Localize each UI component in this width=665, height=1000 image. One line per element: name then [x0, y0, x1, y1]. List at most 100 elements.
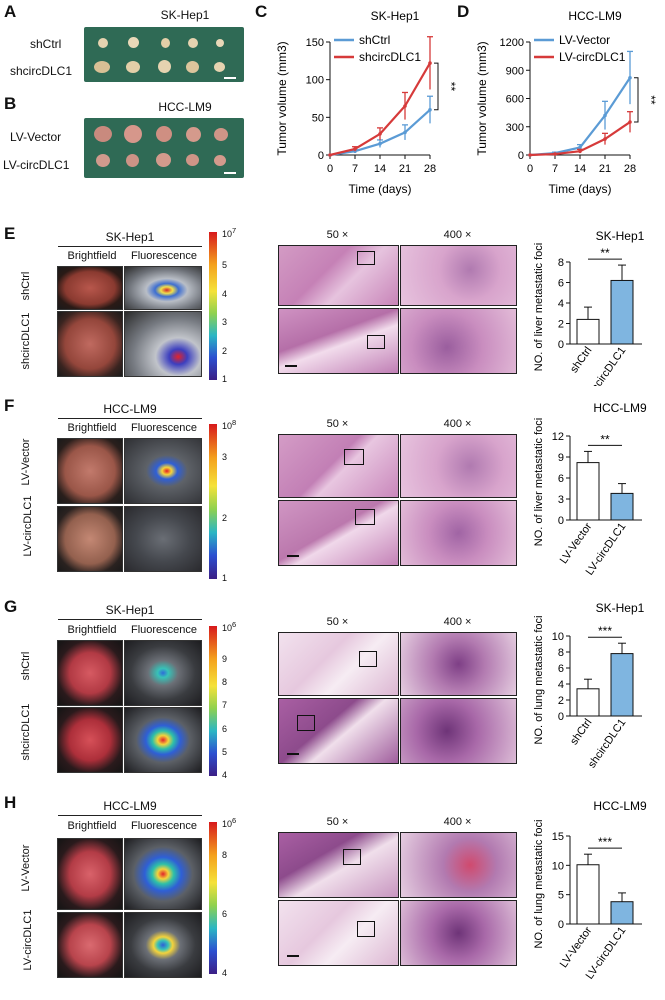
- tumor-tray: [84, 27, 244, 82]
- bar-chart-e: SK-Hep1 0 2 4 6 8 NO. of liver metastatic foci…: [533, 229, 645, 386]
- colorbar-tick-label: 5: [222, 746, 228, 757]
- panel-b-title: HCC-LM9: [158, 100, 212, 114]
- legend-label: shcircDLC1: [359, 50, 421, 64]
- panel-h-letter: H: [4, 793, 17, 812]
- chart-title: HCC-LM9: [568, 9, 622, 23]
- liver-brightfield-image: [57, 438, 123, 504]
- colorbar: [209, 626, 217, 776]
- colorbar: [209, 424, 217, 579]
- chart-title: SK-Hep1: [596, 601, 645, 615]
- y-tick-label: 10: [552, 631, 564, 643]
- y-tick-label: 0: [558, 515, 564, 527]
- x-tick-label: shCtrl: [568, 345, 594, 375]
- x-tick-label: 0: [327, 163, 333, 175]
- y-tick-label: 0: [558, 711, 564, 723]
- he-stain-image: [278, 308, 399, 374]
- data-point: [428, 61, 432, 65]
- data-point: [603, 137, 607, 141]
- lung-fluorescence-image: [124, 640, 202, 706]
- y-tick-label: 4: [558, 679, 564, 691]
- data-point: [378, 141, 382, 146]
- liver-fluorescence-image: [124, 506, 202, 572]
- colorbar-top-label: 106: [222, 620, 237, 633]
- liver-brightfield-image: [57, 506, 123, 572]
- he-stain-image: [400, 632, 517, 696]
- x-tick-label: 21: [599, 163, 611, 175]
- panel-h-cell-title: HCC-LM9: [103, 799, 157, 813]
- panel-c-letter: C: [255, 2, 268, 21]
- lung-brightfield-image: [57, 912, 123, 978]
- colorbar-tick-label: 1: [222, 573, 228, 583]
- y-tick-label: 5: [558, 890, 564, 902]
- he-stain-image: [278, 245, 399, 306]
- x-tick-label: 7: [552, 163, 558, 175]
- panel-b-letter: B: [4, 94, 17, 113]
- chart-c: SK-Hep1 0 50 100 150 0 7 14 21 28 Time (days) Tumor…: [275, 9, 458, 196]
- x-tick-label: 7: [352, 163, 358, 175]
- he-stain-image: [400, 900, 517, 966]
- significance-label: **: [600, 246, 610, 260]
- bar-chart-f: HCC-LM9 0 3 6 9 12 NO. of liver metastatic foc…: [533, 401, 647, 578]
- row-label: shcircDLC1: [20, 703, 32, 761]
- colorbar-tick-label: 3: [222, 317, 228, 327]
- colorbar-tick-label: 5: [222, 260, 228, 270]
- row-label: shcircDLC1: [20, 312, 32, 370]
- colorbar-tick-label: 9: [222, 654, 228, 664]
- data-point: [553, 152, 557, 156]
- fluorescence-label: Fluorescence: [130, 820, 198, 832]
- y-tick-label: 3: [558, 494, 564, 506]
- chart-d: HCC-LM9 0 300 600 900 1200 0 7 14 21 28 Time (days)…: [475, 9, 658, 196]
- data-point: [378, 132, 382, 136]
- y-tick-label: 4: [558, 298, 564, 310]
- colorbar-top-label: 106: [222, 816, 237, 829]
- legend-label: LV-circDLC1: [559, 50, 626, 64]
- y-tick-label: 2: [558, 695, 564, 707]
- brightfield-label: Brightfield: [67, 820, 117, 832]
- x-tick-label: LV-Vector: [558, 521, 595, 567]
- x-tick-label: 14: [374, 163, 386, 175]
- he-stain-image: [278, 900, 399, 966]
- magnification-label: 50 ×: [326, 816, 349, 828]
- x-tick-label: 21: [399, 163, 411, 175]
- panel-b-row-label: LV-Vector: [10, 130, 62, 144]
- colorbar-tick-label: 1: [222, 374, 228, 384]
- colorbar-tick-label: 4: [222, 968, 228, 978]
- bar: [610, 653, 634, 717]
- y-axis-label: NO. of liver metastatic foci: [533, 243, 545, 371]
- series-line: [529, 77, 631, 157]
- x-tick-label: 0: [527, 163, 533, 175]
- x-axis-label: Time (days): [349, 182, 412, 196]
- chart-title: HCC-LM9: [593, 799, 647, 813]
- x-tick-label: LV-Vector: [558, 925, 595, 971]
- x-tick-label: 28: [624, 163, 636, 175]
- colorbar-top-label: 107: [222, 226, 237, 239]
- colorbar-tick-label: 2: [222, 345, 228, 356]
- y-tick-label: 0: [558, 919, 564, 931]
- magnification-label: 50 ×: [326, 616, 349, 628]
- magnification-label: 400 ×: [443, 616, 472, 628]
- y-tick-label: 6: [558, 278, 564, 290]
- fluorescence-label: Fluorescence: [130, 422, 198, 434]
- he-stain-image: [400, 832, 517, 898]
- he-stain-image: [278, 632, 399, 696]
- colorbar-tick-label: 8: [222, 850, 228, 860]
- bar: [610, 901, 634, 925]
- bar-chart-g: SK-Hep1 0 2 4 6 8 10 NO. of lung metastatic foc…: [533, 601, 645, 770]
- lung-fluorescence-image: [124, 838, 202, 910]
- panel-f-letter: F: [4, 396, 15, 415]
- y-tick-label: 6: [558, 473, 564, 485]
- y-tick-label: 600: [506, 94, 524, 106]
- liver-brightfield-image: [57, 311, 123, 377]
- panel-e-cell-title: SK-Hep1: [105, 230, 155, 244]
- panel-d-letter: D: [457, 2, 470, 21]
- data-point: [528, 153, 532, 157]
- x-axis-label: Time (days): [549, 182, 612, 196]
- he-stain-image: [278, 698, 399, 764]
- colorbar-tick-label: 6: [222, 723, 228, 734]
- colorbar: [209, 822, 217, 974]
- colorbar-tick-label: 2: [222, 512, 228, 523]
- colorbar-tick-label: 6: [222, 909, 228, 919]
- y-tick-label: 0: [518, 150, 524, 162]
- data-point: [628, 75, 632, 80]
- magnification-label: 400 ×: [443, 816, 472, 828]
